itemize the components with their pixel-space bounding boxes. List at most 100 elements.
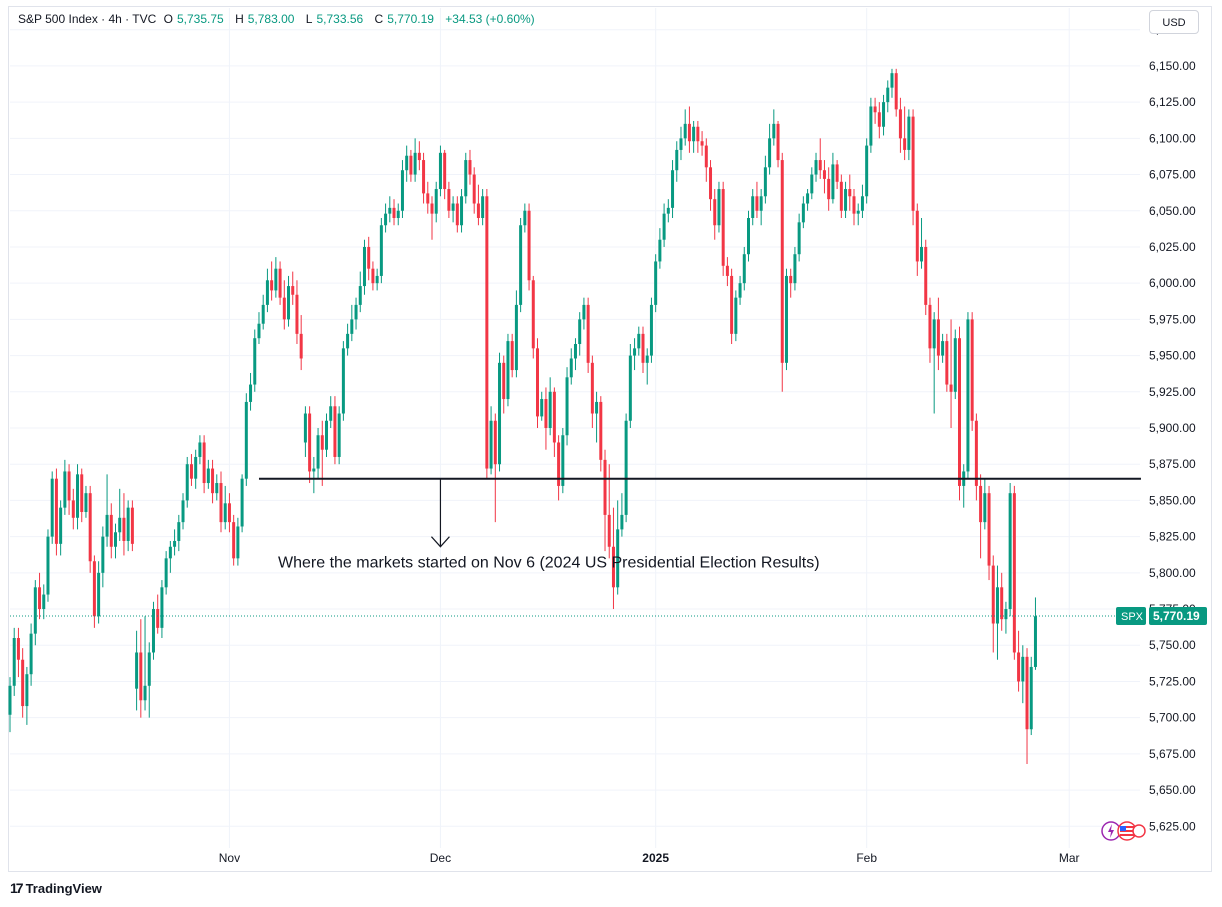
candle: [88, 485, 92, 573]
candle-body: [312, 468, 316, 472]
candle: [460, 189, 464, 233]
candle: [8, 677, 12, 733]
candle: [552, 387, 556, 457]
candle-body: [371, 268, 375, 284]
candle-body: [797, 222, 801, 255]
candle-body: [679, 138, 683, 150]
candle-body: [561, 435, 565, 486]
candle: [468, 149, 472, 185]
candle-body: [63, 471, 67, 508]
candle-body: [662, 213, 666, 240]
candle-body: [346, 333, 350, 349]
candle-body: [282, 297, 286, 320]
candle-body: [510, 341, 514, 371]
candle: [16, 627, 20, 678]
candle-body: [29, 633, 33, 675]
candle: [362, 239, 366, 295]
candle: [1012, 485, 1016, 660]
price-tick-label: 6,050.00: [1149, 204, 1196, 218]
candle-body: [12, 638, 16, 686]
candle-body: [139, 652, 143, 701]
candle: [202, 435, 206, 494]
candle-body: [244, 401, 248, 479]
candle-body: [367, 246, 371, 269]
symbol-title[interactable]: S&P 500 Index · 4h · TVC: [18, 12, 157, 26]
candle: [536, 338, 539, 428]
candle: [928, 297, 932, 363]
candle-body: [147, 652, 151, 686]
candle-body: [189, 464, 193, 479]
candle: [135, 630, 139, 711]
candle-body: [261, 304, 265, 324]
event-badges[interactable]: [1100, 820, 1146, 842]
candle-body: [379, 225, 383, 276]
candle: [860, 184, 864, 218]
candle-body: [924, 246, 928, 305]
candle: [633, 338, 637, 371]
candle-body: [514, 304, 518, 371]
candle: [709, 160, 713, 211]
candle-body: [915, 210, 919, 262]
candle-body: [303, 413, 307, 443]
candle-body: [882, 102, 886, 127]
candle: [502, 355, 506, 414]
candle-body: [772, 123, 776, 139]
candle: [287, 275, 291, 327]
candle-body: [299, 333, 303, 359]
candle: [730, 268, 734, 344]
candle-body: [46, 536, 50, 595]
candle-body: [485, 196, 489, 469]
candle-body: [198, 442, 202, 457]
candle: [29, 623, 33, 686]
candle-body: [920, 246, 924, 262]
high-label: H: [235, 12, 244, 26]
candle: [852, 189, 856, 226]
price-tick-label: 5,800.00: [1149, 566, 1196, 580]
candle-body: [616, 529, 620, 588]
candle-body: [894, 73, 898, 110]
candle-body: [1021, 656, 1025, 682]
candle: [198, 435, 202, 465]
candle-body: [557, 442, 561, 486]
candle-body: [164, 558, 168, 588]
candle-body: [265, 280, 269, 305]
grid-lines: [10, 8, 1140, 848]
candle: [721, 181, 725, 276]
candle: [181, 493, 185, 530]
candle-body: [1025, 656, 1029, 730]
candle: [430, 196, 434, 240]
candle-body: [223, 503, 227, 523]
candle-body: [493, 420, 497, 465]
candle-body: [721, 189, 725, 266]
candle-body: [25, 674, 29, 707]
candle-body: [793, 254, 797, 284]
candle: [599, 396, 603, 472]
candle: [687, 106, 691, 153]
candle-body: [114, 532, 117, 547]
tradingview-logo[interactable]: 17 TradingView: [10, 880, 102, 896]
candle: [907, 109, 911, 161]
candle: [223, 485, 227, 530]
low-value: 5,733.56: [316, 12, 364, 26]
candle: [434, 181, 438, 223]
candle: [662, 203, 666, 247]
currency-button[interactable]: USD: [1149, 10, 1199, 34]
price-tick-label: 6,075.00: [1149, 168, 1196, 182]
candle: [747, 210, 750, 262]
candle: [856, 203, 860, 226]
candle: [620, 493, 624, 537]
candle: [865, 138, 869, 204]
candle-body: [249, 384, 253, 402]
candle: [282, 280, 286, 330]
candle-body: [818, 160, 822, 171]
candle: [869, 97, 873, 153]
candle-body: [860, 196, 864, 211]
candle: [156, 594, 160, 634]
candle: [236, 517, 240, 566]
candle: [464, 152, 468, 204]
candle: [822, 160, 826, 194]
candle: [679, 126, 683, 161]
candle: [548, 377, 552, 436]
candle-body: [903, 138, 907, 150]
